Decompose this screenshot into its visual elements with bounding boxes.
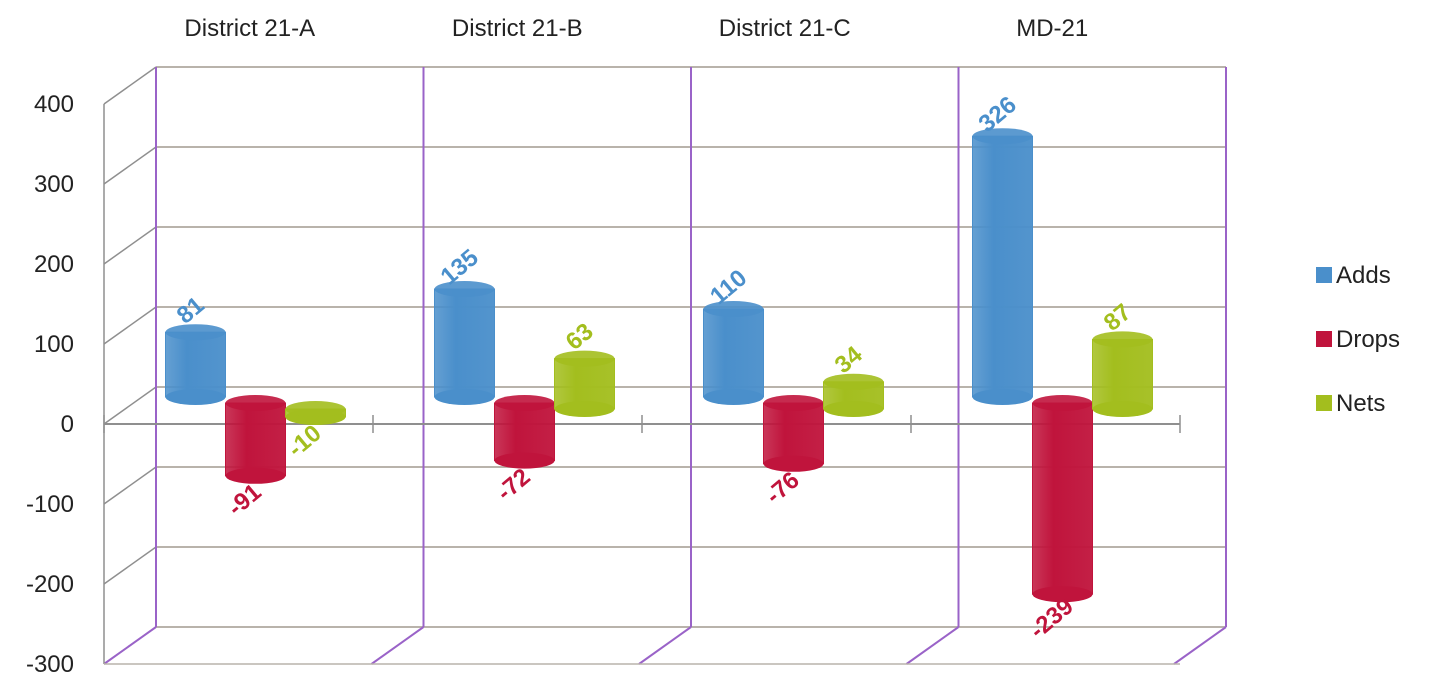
- bar-drops: [763, 402, 824, 465]
- bar-cap: [763, 395, 824, 411]
- data-label: 34: [830, 341, 868, 379]
- data-label: -76: [761, 467, 805, 510]
- legend-swatch: [1316, 395, 1332, 411]
- bar-adds: [703, 308, 764, 398]
- category-label: District 21-A: [184, 15, 315, 42]
- y-tick-label: -100: [26, 491, 74, 518]
- bar-cap: [703, 301, 764, 317]
- legend-swatch: [1316, 331, 1332, 347]
- y-tick-label: 100: [34, 331, 74, 358]
- bar-base: [494, 452, 555, 469]
- category-label: District 21-B: [452, 15, 583, 42]
- y-tick-label: -200: [26, 571, 74, 598]
- floor-depth-line: [103, 626, 157, 665]
- gridline-depth: [103, 466, 157, 505]
- gridline-depth: [103, 66, 157, 105]
- bar-base: [823, 401, 884, 417]
- legend-label: Adds: [1336, 262, 1391, 289]
- bar-cap: [165, 324, 226, 341]
- floor-depth-line: [638, 626, 692, 665]
- bar-nets: [1092, 338, 1153, 410]
- gridline-depth: [103, 226, 157, 265]
- y-tick-label: -300: [26, 651, 74, 678]
- legend-label: Drops: [1336, 326, 1400, 353]
- bar-base: [1032, 586, 1093, 603]
- y-tick-label: 300: [34, 171, 74, 198]
- category-label: MD-21: [1016, 15, 1088, 42]
- bar-adds: [165, 331, 226, 398]
- data-label: -10: [283, 420, 327, 463]
- bar-cap: [823, 373, 884, 390]
- data-label: -72: [492, 463, 536, 506]
- bar-base: [703, 389, 764, 405]
- bar-base: [434, 389, 495, 405]
- data-label: 87: [1099, 299, 1137, 337]
- y-tick-label: 400: [34, 91, 74, 118]
- bar-base: [554, 401, 615, 417]
- gridline-depth: [103, 386, 157, 425]
- bar-adds: [972, 135, 1033, 398]
- bar-cap: [494, 395, 555, 411]
- gridline-depth: [103, 146, 157, 185]
- bar-cap: [285, 401, 346, 417]
- bar-base: [1092, 401, 1153, 417]
- legend-swatch: [1316, 267, 1332, 283]
- bar-cap: [972, 128, 1033, 145]
- gridline-depth: [103, 306, 157, 345]
- data-label: 63: [561, 318, 599, 356]
- bar-cap: [554, 350, 615, 367]
- y-tick-label: 200: [34, 251, 74, 278]
- legend-label: Nets: [1336, 390, 1385, 417]
- category-label: District 21-C: [719, 15, 851, 42]
- bar-base: [972, 389, 1033, 405]
- bar-adds: [434, 288, 495, 398]
- bar-drops: [225, 402, 286, 477]
- bar-base: [225, 467, 286, 484]
- gridline-depth: [103, 546, 157, 585]
- floor-depth-line: [370, 626, 425, 665]
- floor-depth-line: [905, 626, 960, 665]
- bar-drops: [494, 402, 555, 462]
- bar-cap: [225, 395, 286, 411]
- data-label: 81: [172, 292, 210, 330]
- data-label: -91: [223, 479, 267, 522]
- bar-base: [165, 389, 226, 405]
- bar-cap: [1032, 395, 1093, 411]
- legend: Adds Drops Nets: [1316, 262, 1400, 417]
- bar-cap: [434, 281, 495, 297]
- bar-cap: [1092, 331, 1153, 348]
- bar-layer: [165, 128, 1153, 603]
- y-tick-label: 0: [61, 411, 74, 438]
- bar-base: [763, 455, 824, 472]
- bar-drops: [1032, 402, 1093, 595]
- floor-depth-line: [1173, 626, 1227, 665]
